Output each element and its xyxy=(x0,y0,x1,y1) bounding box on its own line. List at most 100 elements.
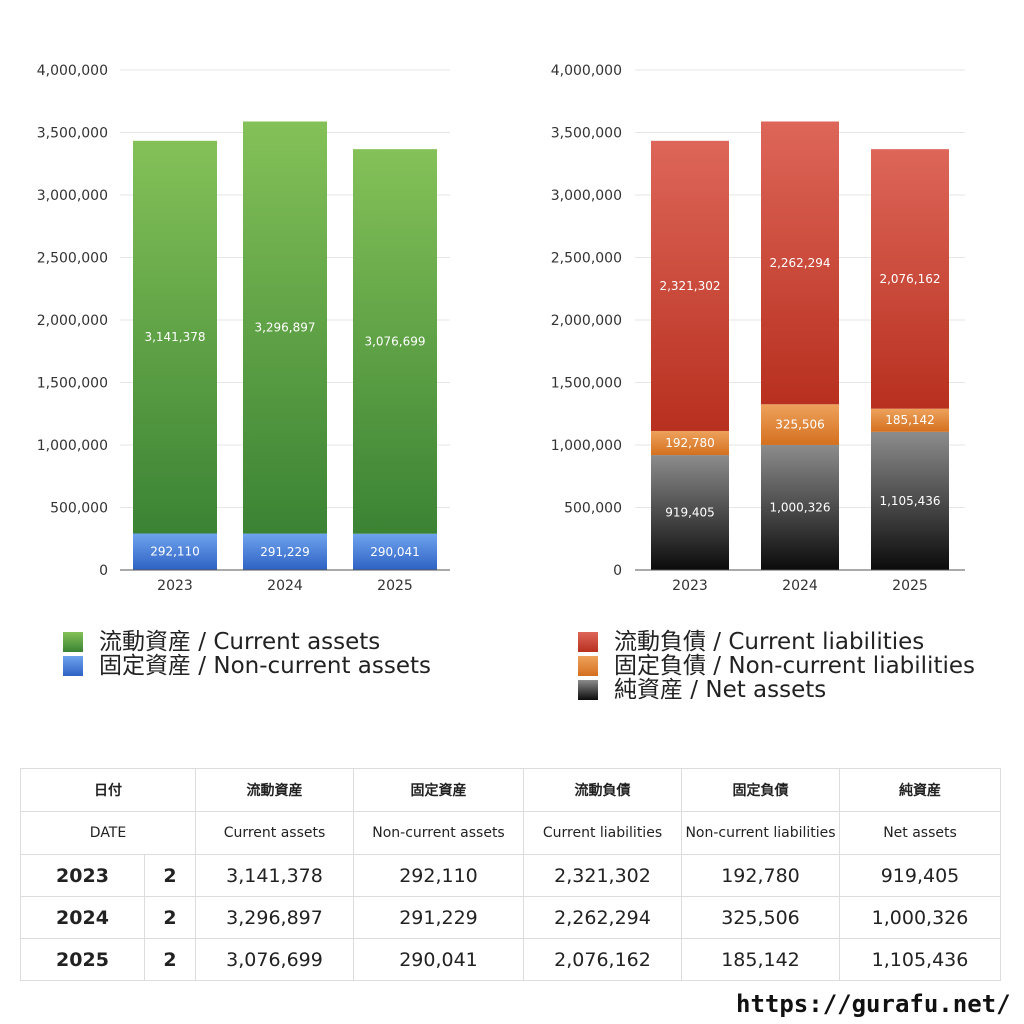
bar-data-label: 192,780 xyxy=(665,436,715,450)
bar-data-label: 292,110 xyxy=(150,545,200,559)
bar-segment xyxy=(651,140,729,431)
liabilities-chart: 0 500,000 1,000,000 1,500,000 2,000,000 2,500… xyxy=(551,63,965,594)
x-tick-label: 2024 xyxy=(267,578,303,594)
bar-data-label: 1,105,436 xyxy=(879,494,940,508)
bar-data-label: 3,296,897 xyxy=(254,321,315,335)
legend-item-noncurrent-assets: 固定資産 / Non-current assets xyxy=(63,654,431,678)
y-tick-label: 2,000,000 xyxy=(37,313,108,329)
y-tick-label: 4,000,000 xyxy=(551,63,622,79)
x-tick-label: 2025 xyxy=(892,578,928,594)
legend-swatch-red xyxy=(578,632,598,652)
bar-segment xyxy=(133,533,217,570)
bar-data-label: 3,141,378 xyxy=(144,330,205,344)
bar-data-label: 291,229 xyxy=(260,545,310,559)
balance-sheet-table: 日付 流動資産 固定資産 流動負債 固定負債 純資産 DATE Current … xyxy=(20,768,1001,981)
cell-quarter: 2 xyxy=(144,938,196,981)
x-tick-label: 2023 xyxy=(672,578,708,594)
y-tick-label: 500,000 xyxy=(50,501,108,517)
bar-segment xyxy=(243,121,327,534)
y-tick-label: 500,000 xyxy=(564,501,622,517)
cell-net-assets: 1,000,326 xyxy=(839,896,1001,939)
cell-noncurrent-liabilities: 185,142 xyxy=(681,938,840,981)
y-tick-label: 1,000,000 xyxy=(37,438,108,454)
bar-segment xyxy=(353,149,437,534)
bar-segment xyxy=(651,430,729,456)
header-net-assets-jp: 純資産 xyxy=(839,768,1001,812)
legend-item-current-liabilities: 流動負債 / Current liabilities xyxy=(578,630,975,654)
cell-net-assets: 1,105,436 xyxy=(839,938,1001,981)
cell-noncurrent-liabilities: 192,780 xyxy=(681,854,840,897)
bar-segment xyxy=(133,140,217,534)
cell-noncurrent-liabilities: 325,506 xyxy=(681,896,840,939)
table-header-jp: 日付 流動資産 固定資産 流動負債 固定負債 純資産 xyxy=(20,768,1001,812)
bar-segment xyxy=(871,431,949,570)
y-tick-label: 2,500,000 xyxy=(37,251,108,267)
cell-current-assets: 3,296,897 xyxy=(195,896,354,939)
y-tick-label: 0 xyxy=(613,563,622,579)
site-url[interactable]: https://gurafu.net/ xyxy=(736,990,1011,1018)
bar-segment xyxy=(651,455,729,570)
legend-swatch-green xyxy=(63,632,83,652)
bar-segment xyxy=(761,121,839,405)
legend-label: 純資産 / Net assets xyxy=(614,677,827,703)
cell-date: 2023 xyxy=(20,854,145,897)
cell-noncurrent-assets: 291,229 xyxy=(353,896,524,939)
table-row: 2023 2 3,141,378 292,110 2,321,302 192,7… xyxy=(20,854,1001,897)
bar-data-label: 185,142 xyxy=(885,413,935,427)
cell-noncurrent-assets: 292,110 xyxy=(353,854,524,897)
cell-net-assets: 919,405 xyxy=(839,854,1001,897)
header-date-jp: 日付 xyxy=(20,768,196,812)
cell-current-liabilities: 2,076,162 xyxy=(523,938,682,981)
y-tick-label: 2,500,000 xyxy=(551,251,622,267)
legend-label: 固定負債 / Non-current liabilities xyxy=(614,653,975,679)
legend-swatch-orange xyxy=(578,656,598,676)
legend-item-noncurrent-liabilities: 固定負債 / Non-current liabilities xyxy=(578,654,975,678)
y-tick-label: 3,500,000 xyxy=(551,126,622,142)
bar-segment xyxy=(871,408,949,432)
x-tick-label: 2024 xyxy=(782,578,818,594)
bar-data-label: 2,076,162 xyxy=(879,272,940,286)
bar-data-label: 3,076,699 xyxy=(364,334,425,348)
bar-segment xyxy=(761,444,839,570)
charts-canvas: 0 500,000 1,000,000 1,500,000 2,000,000 2,500… xyxy=(37,63,965,594)
legend-item-net-assets: 純資産 / Net assets xyxy=(578,678,975,702)
legend-swatch-black xyxy=(578,680,598,700)
cell-current-assets: 3,076,699 xyxy=(195,938,354,981)
bar-segment xyxy=(243,533,327,570)
legend-liabilities: 流動負債 / Current liabilities 固定負債 / Non-cu… xyxy=(578,630,975,702)
cell-quarter: 2 xyxy=(144,896,196,939)
header-noncurrent-liabilities-en: Non-current liabilities xyxy=(681,811,840,855)
bar-data-label: 290,041 xyxy=(370,545,420,559)
header-current-liabilities-en: Current liabilities xyxy=(523,811,682,855)
cell-current-assets: 3,141,378 xyxy=(195,854,354,897)
bar-segment xyxy=(871,149,949,409)
y-tick-label: 0 xyxy=(99,563,108,579)
cell-current-liabilities: 2,321,302 xyxy=(523,854,682,897)
legend-label: 流動資産 / Current assets xyxy=(99,629,381,655)
table-row: 2025 2 3,076,699 290,041 2,076,162 185,1… xyxy=(20,938,1001,981)
bar-data-label: 325,506 xyxy=(775,418,825,432)
header-current-assets-en: Current assets xyxy=(195,811,354,855)
x-tick-label: 2023 xyxy=(157,578,193,594)
bar-data-label: 2,262,294 xyxy=(769,256,830,270)
y-tick-label: 4,000,000 xyxy=(37,63,108,79)
y-tick-label: 3,000,000 xyxy=(37,188,108,204)
header-noncurrent-assets-en: Non-current assets xyxy=(353,811,524,855)
cell-noncurrent-assets: 290,041 xyxy=(353,938,524,981)
legend-label: 流動負債 / Current liabilities xyxy=(614,629,925,655)
y-tick-label: 3,500,000 xyxy=(37,126,108,142)
bar-data-label: 919,405 xyxy=(665,506,715,520)
legend-item-current-assets: 流動資産 / Current assets xyxy=(63,630,431,654)
header-current-assets-jp: 流動資産 xyxy=(195,768,354,812)
cell-date: 2024 xyxy=(20,896,145,939)
table-row: 2024 2 3,296,897 291,229 2,262,294 325,5… xyxy=(20,896,1001,939)
header-noncurrent-assets-jp: 固定資産 xyxy=(353,768,524,812)
bar-data-label: 1,000,326 xyxy=(769,500,830,514)
cell-date: 2025 xyxy=(20,938,145,981)
y-tick-label: 3,000,000 xyxy=(551,188,622,204)
y-tick-label: 1,500,000 xyxy=(37,376,108,392)
header-date-en: DATE xyxy=(20,811,196,855)
legend-label: 固定資産 / Non-current assets xyxy=(99,653,432,679)
bar-segment xyxy=(761,404,839,445)
assets-chart: 0 500,000 1,000,000 1,500,000 2,000,000 2,500… xyxy=(37,63,450,594)
